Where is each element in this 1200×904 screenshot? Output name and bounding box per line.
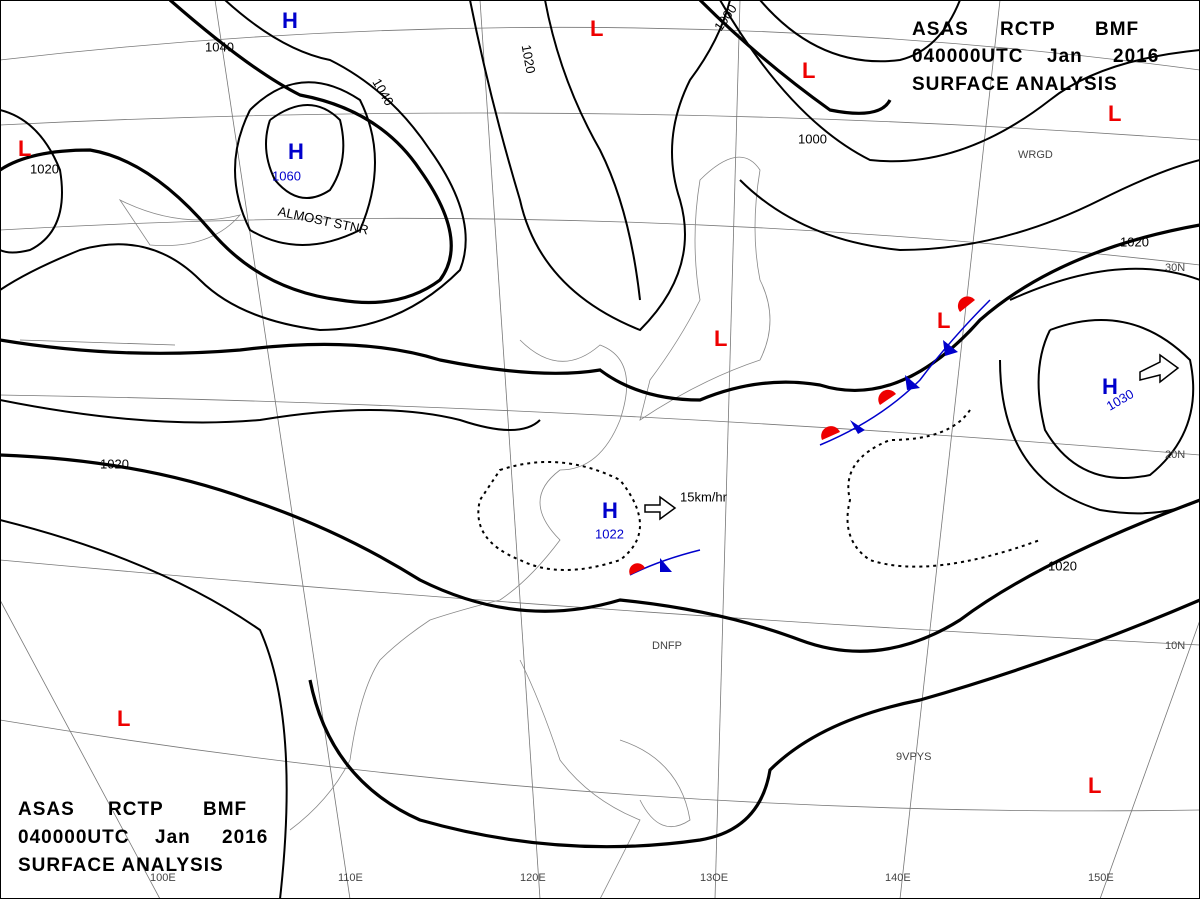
latitude-label: 20N <box>1165 449 1185 461</box>
header-time: 040000UTC <box>18 827 129 848</box>
high-center: H <box>602 498 618 523</box>
header-time: 040000UTC <box>912 46 1023 67</box>
center-pressure: 1060 <box>272 168 301 183</box>
isobar-label: 1020 <box>519 44 539 75</box>
longitude-label: 110E <box>338 872 363 884</box>
latitude-label: 10N <box>1165 640 1185 652</box>
isobar-label: 1040 <box>205 39 234 54</box>
header-month: Jan <box>155 827 191 848</box>
longitude-label: 140E <box>885 872 911 884</box>
latitude-label: 30N <box>1165 262 1185 274</box>
high-center: H <box>1102 374 1118 399</box>
low-center: L <box>18 136 31 161</box>
isobar-label: 1020 <box>1120 234 1149 249</box>
isobar-labels: 1040 1040 1020 1020 1020 1000 1000 1020 … <box>30 1 1149 573</box>
station-id: 9VPYS <box>896 751 931 763</box>
station-id: WRGD <box>1018 149 1053 161</box>
movement-note: 15km/hr <box>680 489 728 504</box>
header-agency: ASAS <box>18 799 75 820</box>
header-year: 2016 <box>1113 46 1159 67</box>
header-agency: ASAS <box>912 19 969 40</box>
station-id: DNFP <box>652 640 682 652</box>
isobar-label: 1020 <box>30 161 59 176</box>
header-top: ASAS RCTP BMF 040000UTC Jan 2016 SURFACE… <box>912 19 1159 95</box>
high-center: H <box>282 8 298 33</box>
longitude-label: 150E <box>1088 872 1114 884</box>
header-product: SURFACE ANALYSIS <box>18 855 224 876</box>
center-pressure: 1022 <box>595 526 624 541</box>
header-year: 2016 <box>222 827 268 848</box>
header-code: BMF <box>1095 19 1139 40</box>
coastline <box>118 156 771 900</box>
header-product: SURFACE ANALYSIS <box>912 74 1118 95</box>
isobar-label: 1000 <box>798 131 827 146</box>
header-station: RCTP <box>108 799 164 820</box>
graticule-labels: 100E 110E 120E 13OE 140E 150E 30N 20N 10… <box>150 262 1185 884</box>
longitude-label: 120E <box>520 872 546 884</box>
low-center: L <box>802 58 815 83</box>
high-center: H <box>288 139 304 164</box>
low-center: L <box>937 308 950 333</box>
low-center: L <box>1108 101 1121 126</box>
longitude-label: 13OE <box>700 872 728 884</box>
low-center: L <box>117 706 130 731</box>
fronts <box>629 296 1180 576</box>
troughs <box>477 409 1041 571</box>
isobar-label: 1020 <box>1048 558 1077 573</box>
header-month: Jan <box>1047 46 1083 67</box>
header-station: RCTP <box>1000 19 1056 40</box>
low-center: L <box>590 16 603 41</box>
low-center: L <box>714 326 727 351</box>
isobar-label: 1020 <box>100 456 129 471</box>
longitude-label: 100E <box>150 872 176 884</box>
header-code: BMF <box>203 799 247 820</box>
header-bottom: ASAS RCTP BMF 040000UTC Jan 2016 SURFACE… <box>18 799 268 876</box>
low-center: L <box>1088 773 1101 798</box>
